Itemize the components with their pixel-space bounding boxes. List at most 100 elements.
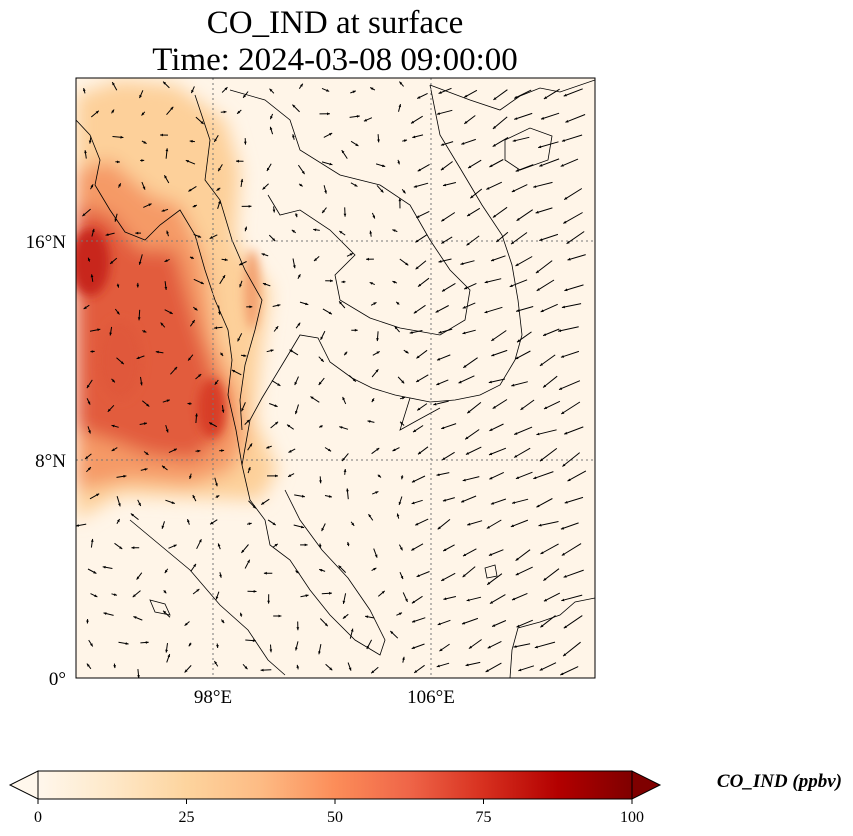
wind-vector-head <box>160 133 163 137</box>
wind-vector <box>486 573 503 586</box>
wind-vector-head <box>90 538 94 542</box>
wind-vector-head <box>399 81 403 85</box>
wind-vector-head <box>139 94 142 99</box>
wind-vector-head <box>436 112 440 115</box>
wind-vector-head <box>111 424 115 428</box>
wind-vector-head <box>193 205 197 208</box>
wind-vector-head <box>310 396 314 400</box>
wind-vector-head <box>415 239 419 243</box>
wind-vector-head <box>123 474 127 478</box>
wind-vector-head <box>103 612 107 615</box>
wind-vector-head <box>221 409 225 413</box>
wind-vector-head <box>489 601 494 604</box>
wind-vector-head <box>539 667 543 671</box>
wind-vector-head <box>468 165 472 169</box>
wind-vector-head <box>339 301 342 305</box>
wind-vector-head <box>200 281 204 284</box>
wind-vector-head <box>490 501 495 505</box>
wind-vector-head <box>415 266 419 270</box>
wind-vector-head <box>93 570 97 574</box>
wind-vector <box>515 256 533 267</box>
border-laos-cambodia <box>229 89 471 336</box>
wind-vector-head <box>540 624 544 628</box>
wind-vector <box>560 666 579 676</box>
wind-vector-head <box>248 205 252 208</box>
wind-vector <box>514 112 533 120</box>
wind-vector-head <box>466 598 470 602</box>
co-band-myanmar-east <box>244 250 260 330</box>
wind-vector-head <box>514 432 518 435</box>
wind-vector-head <box>304 543 308 547</box>
wind-vector-head <box>275 421 279 425</box>
wind-vector-head <box>492 214 496 218</box>
wind-vector-head <box>119 546 123 549</box>
wind-vector <box>566 231 585 245</box>
wind-vector-head <box>301 494 305 498</box>
wind-vector-head <box>467 213 471 217</box>
wind-vector-head <box>464 286 468 290</box>
wind-vector-head <box>492 143 496 147</box>
wind-vector-head <box>94 594 98 597</box>
wind-vector-head <box>496 239 500 242</box>
wind-vector-head <box>240 178 244 182</box>
wind-vector-head <box>515 572 519 576</box>
wind-vector-head <box>369 282 373 285</box>
wind-vector-head <box>146 403 150 407</box>
lat-axis: 16°N 8°N 0° <box>26 232 67 690</box>
wind-vector-head <box>413 310 417 314</box>
wind-vector-head <box>560 526 565 530</box>
wind-vector-head <box>405 598 408 602</box>
wind-vector-head <box>342 600 346 604</box>
wind-vector-head <box>401 380 405 384</box>
wind-vector-head <box>329 591 332 595</box>
wind-vector-head <box>125 642 129 645</box>
wind-vector-head <box>366 645 370 649</box>
wind-vector-head <box>248 522 252 526</box>
wind-vector-head <box>288 449 292 453</box>
wind-vector-head <box>292 265 296 269</box>
wind-vector-head <box>403 139 407 143</box>
wind-vector-head <box>329 667 333 671</box>
wind-vector-head <box>329 162 333 166</box>
wind-vector-head <box>171 501 175 504</box>
wind-vector-head <box>354 328 358 332</box>
wind-vector-head <box>222 275 226 279</box>
wind-vector-head <box>88 140 92 144</box>
wind-vector-head <box>189 475 192 479</box>
lon-axis: 98°E 106°E <box>194 687 455 708</box>
wind-vector-head <box>243 94 246 98</box>
wind-vector-head <box>120 135 124 139</box>
wind-vector-head <box>114 218 118 222</box>
wind-vector-head <box>441 578 445 581</box>
wind-vector-head <box>402 190 406 194</box>
wind-vector-head <box>216 187 220 191</box>
wind-vector-head <box>411 120 415 124</box>
wind-vector-head <box>243 354 247 357</box>
wind-vector-head <box>161 209 165 212</box>
wind-vector-head <box>341 150 345 154</box>
wind-vector-head <box>517 339 521 343</box>
wind-vector-head <box>324 623 328 627</box>
wind-vector <box>492 116 508 130</box>
wind-vector-head <box>218 311 221 315</box>
wind-vector-head <box>536 432 540 436</box>
co-hotspot-myanmar-coast <box>76 228 110 296</box>
colorbar-tick-label-50: 50 <box>327 809 343 826</box>
wind-vector-head <box>377 139 380 143</box>
wind-vector-head <box>246 419 250 423</box>
wind-vector-head <box>540 309 544 312</box>
wind-vector-head <box>143 329 147 333</box>
wind-vector-head <box>416 355 420 359</box>
wind-vector <box>561 594 583 602</box>
wind-vector-head <box>397 161 400 165</box>
wind-vector <box>539 354 556 367</box>
wind-vector-head <box>112 82 115 86</box>
wind-vector-head <box>318 543 322 547</box>
colorbar-extend-min <box>8 770 39 800</box>
wind-vector-head <box>405 350 409 354</box>
wind-vector-head <box>170 106 174 110</box>
wind-vector-head <box>295 411 298 415</box>
wind-vector-head <box>274 543 278 547</box>
wind-vector-head <box>536 288 540 291</box>
wind-vector-head <box>164 286 168 290</box>
